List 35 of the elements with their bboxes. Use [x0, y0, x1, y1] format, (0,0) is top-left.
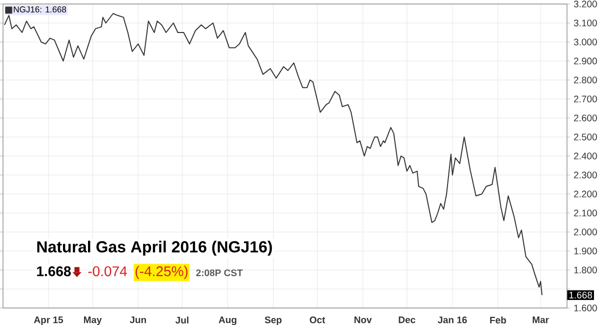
y-tick-label: 2.100: [574, 210, 597, 216]
x-tick-label: Dec: [398, 316, 416, 324]
x-tick-label: Apr 15: [34, 316, 64, 325]
y-tick-label: 2.300: [574, 172, 597, 178]
x-tick-label: Feb: [490, 316, 506, 324]
legend-label: NGJ16: 1.668: [14, 6, 66, 12]
y-tick-label: 2.400: [574, 152, 597, 160]
y-tick-label: 2.500: [574, 134, 597, 140]
x-tick-label: Jan 16: [438, 316, 467, 324]
annotation: 1.668: [37, 266, 71, 276]
x-tick-label: Aug: [218, 316, 236, 325]
annotation: 2:08P CST: [196, 269, 243, 276]
y-tick-label: 2.200: [574, 190, 597, 198]
annotation: 1.668: [569, 292, 592, 298]
x-tick-label: Nov: [354, 316, 372, 324]
y-tick-label: 2.800: [574, 76, 597, 84]
x-tick-label: Jul: [175, 316, 188, 324]
x-tick-label: May: [84, 316, 102, 325]
y-tick-label: 2.900: [574, 58, 597, 64]
annotation: (-4.25%): [136, 266, 188, 279]
y-tick-label: 1.800: [574, 266, 597, 274]
x-tick-label: Jun: [130, 316, 146, 324]
annotation: -0.074: [88, 266, 127, 276]
x-tick-label: Sep: [264, 316, 282, 325]
text: Natural Gas April 2016 (NGJ16): [37, 240, 272, 256]
y-tick-label: 3.200: [574, 0, 597, 8]
x-tick-label: Oct: [310, 316, 326, 324]
x-tick-label: Mar: [532, 316, 549, 324]
y-tick-label: 2.700: [574, 96, 597, 102]
y-tick-label: 3.000: [574, 38, 597, 46]
y-tick-label: 1.600: [574, 304, 597, 312]
y-tick-label: 2.600: [574, 114, 597, 122]
y-tick-label: 2.000: [574, 228, 597, 236]
y-tick-label: 1.900: [574, 248, 597, 254]
y-tick-label: 3.100: [574, 20, 597, 26]
